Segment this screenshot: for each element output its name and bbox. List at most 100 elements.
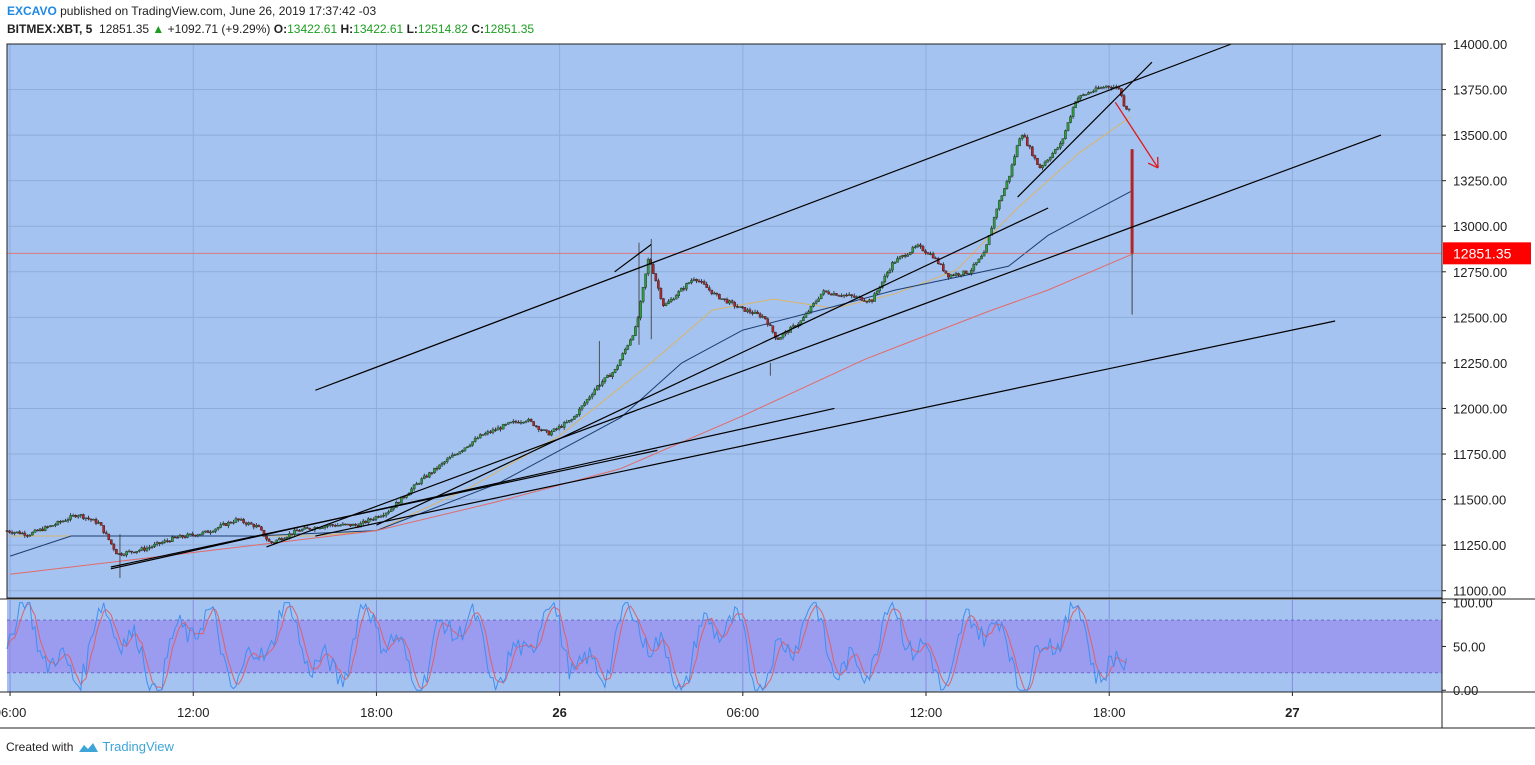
candle-up [323, 525, 327, 528]
candle-up [667, 301, 670, 305]
candle-down [173, 536, 177, 539]
candle-up [484, 433, 487, 436]
price-tick-label: 13000.00 [1453, 219, 1507, 234]
candle-up [598, 384, 602, 387]
candle-up [1069, 116, 1072, 123]
candle-up [201, 531, 205, 535]
candle-down [705, 284, 708, 288]
candle-up [809, 305, 813, 312]
candle-up [634, 326, 637, 336]
candle-down [786, 331, 790, 333]
candle-up [753, 311, 757, 314]
candle-up [822, 290, 826, 295]
candle-up [906, 254, 909, 257]
candle-up [199, 533, 202, 536]
candle-down [430, 472, 434, 474]
candle-up [247, 522, 251, 525]
candle-up [1010, 164, 1014, 177]
price-tick-label: 13750.00 [1453, 83, 1507, 98]
tradingview-logo[interactable]: TradingView [77, 739, 174, 754]
candle-up [140, 547, 144, 551]
ma-line-ema-fast [10, 116, 1131, 537]
candle-down [697, 280, 701, 283]
trendline [614, 243, 652, 273]
candle-up [842, 294, 846, 297]
candle-up [221, 523, 225, 525]
candle-up [214, 528, 217, 532]
candle-up [127, 550, 131, 553]
candle-down [700, 281, 703, 283]
candle-up [962, 270, 965, 276]
candle-up [211, 531, 215, 533]
candle-up [985, 244, 988, 253]
candle-down [860, 296, 864, 301]
candle-up [595, 385, 599, 390]
time-axis[interactable]: 06:00 12:00 18:00 26 06:00 12:00 18:00 27 [0, 692, 1300, 720]
candle-up [629, 339, 632, 346]
candle-down [267, 538, 271, 542]
author-name[interactable]: EXCAVO [7, 4, 57, 18]
candle-up [959, 274, 963, 277]
oscillator-axis[interactable]: 0.00 50.00 100.00 [1442, 596, 1493, 699]
candle-up [450, 454, 454, 458]
candle-up [64, 520, 67, 522]
candle-up [891, 262, 894, 271]
candle-up [641, 287, 645, 302]
close-value: 12851.35 [483, 22, 535, 36]
candle-up [438, 464, 441, 469]
candle-up [71, 515, 75, 517]
candle-up [219, 524, 223, 528]
candle-up [980, 255, 983, 260]
last-price: 12851.35 [99, 22, 150, 36]
candle-up [1003, 188, 1006, 197]
stoch-k-line [6, 600, 1127, 692]
candle-up [817, 298, 820, 302]
candle-down [1109, 86, 1113, 89]
candle-up [580, 405, 584, 410]
candle-up [84, 517, 88, 520]
candle-down [845, 294, 848, 297]
candle-down [547, 430, 551, 436]
candle-up [277, 538, 281, 541]
candle-down [924, 250, 927, 253]
candle-up [51, 525, 55, 527]
candle-up [1018, 138, 1021, 147]
osc-tick-label: 100.00 [1453, 596, 1493, 611]
candle-up [204, 530, 207, 533]
candle-up [669, 298, 673, 302]
candle-down [364, 520, 368, 523]
candle-down [659, 288, 663, 299]
candle-down [1038, 164, 1042, 169]
candle-up [672, 298, 675, 301]
candle-down [715, 292, 719, 295]
candle-up [527, 418, 530, 422]
candle-up [804, 313, 808, 318]
candle-up [153, 543, 156, 547]
arrow-head [1147, 162, 1159, 169]
price-tick-label: 13500.00 [1453, 128, 1507, 143]
arrow-shaft [1114, 101, 1159, 169]
candle-up [92, 519, 95, 521]
candle-down [743, 307, 747, 312]
candle-down [771, 325, 775, 333]
candle-down [947, 273, 950, 278]
created-with-text: Created with [6, 739, 74, 754]
candle-down [921, 246, 925, 252]
candle-up [433, 467, 436, 474]
candle-down [59, 521, 62, 523]
candle-down [165, 540, 169, 542]
candle-up [61, 520, 65, 523]
candle-down [191, 533, 195, 536]
brand-name: TradingView [102, 739, 174, 754]
candle-down [349, 523, 352, 527]
price-change: +1092.71 (+9.29%) [167, 22, 271, 36]
candle-up [366, 518, 370, 523]
price-axis[interactable]: 11000.00 11250.00 11500.00 11750.00 12000.00… [1442, 37, 1507, 599]
down-arrow [1114, 101, 1159, 169]
candle-up [196, 534, 200, 537]
candle-up [992, 216, 996, 229]
candle-up [1084, 94, 1088, 96]
candle-down [682, 288, 686, 290]
moving-averages [7, 116, 1442, 575]
